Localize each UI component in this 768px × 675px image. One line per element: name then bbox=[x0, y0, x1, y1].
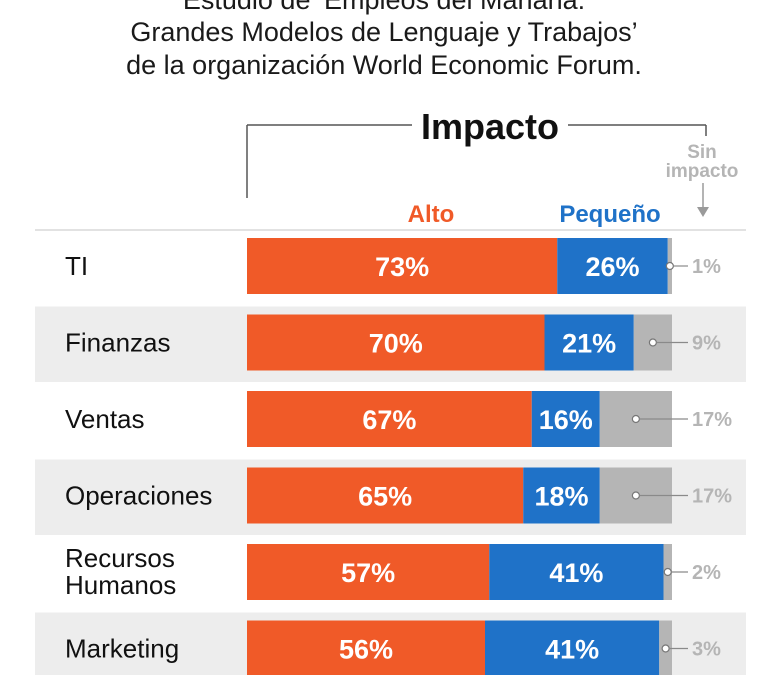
data-label-alto: 65% bbox=[358, 482, 412, 512]
chart-title-line-3: de la organización World Economic Forum. bbox=[126, 50, 642, 80]
category-label: Finanzas bbox=[65, 328, 171, 358]
callout-dot bbox=[648, 338, 657, 347]
data-label-pequeno: 41% bbox=[545, 635, 599, 665]
data-label-pequeno: 21% bbox=[562, 329, 616, 359]
category-label: Ventas bbox=[65, 404, 145, 434]
data-label-alto: 56% bbox=[339, 635, 393, 665]
bar-segment-alto bbox=[247, 391, 532, 447]
series-header-alto: Alto bbox=[408, 201, 455, 228]
callout-dot bbox=[631, 414, 640, 424]
bar-segment-pequeno bbox=[557, 238, 668, 294]
bar-segment-alto bbox=[247, 620, 485, 675]
data-label-pequeno: 16% bbox=[539, 405, 593, 435]
category-label-line-2: Humanos bbox=[65, 570, 176, 600]
chart-title-line-2: Grandes Modelos de Lenguaje y Trabajos’ bbox=[130, 17, 638, 47]
data-label-pequeno: 26% bbox=[585, 252, 639, 282]
category-label: TI bbox=[65, 251, 88, 281]
series-header-sin-impacto-line-2: impacto bbox=[666, 161, 739, 182]
sin-impacto-arrow-down-icon bbox=[697, 207, 709, 217]
bar-segment-alto bbox=[247, 314, 545, 371]
data-label-pequeno: 18% bbox=[534, 482, 588, 512]
callout-dot bbox=[665, 261, 674, 271]
chart-title-line-1: Estudio de ‘Empleos del Mañana: bbox=[182, 0, 586, 15]
callout-dot bbox=[663, 567, 672, 577]
data-label-sin-impacto: 3% bbox=[692, 639, 721, 661]
callout-dot bbox=[661, 644, 670, 653]
category-label-line-1: Recursos bbox=[65, 543, 175, 573]
bar-segment-alto bbox=[247, 467, 524, 524]
bar-segment-pequeno bbox=[531, 391, 600, 447]
impacto-group-title: Impacto bbox=[421, 106, 559, 147]
bar-segment-pequeno bbox=[489, 544, 664, 600]
data-label-sin-impacto: 17% bbox=[692, 486, 732, 508]
data-label-sin-impacto: 2% bbox=[692, 562, 721, 584]
category-label: Marketing bbox=[65, 634, 179, 664]
bar-segment-alto bbox=[247, 238, 558, 294]
callout-dot bbox=[631, 491, 640, 500]
series-header-sin-impacto-line-1: Sin bbox=[687, 142, 717, 163]
bar-segment-pequeno bbox=[485, 620, 660, 675]
data-label-alto: 57% bbox=[341, 558, 395, 588]
category-label: Operaciones bbox=[65, 481, 212, 511]
bar-segment-alto bbox=[247, 544, 490, 600]
series-header-pequeno: Pequeño bbox=[559, 201, 660, 228]
bar-segment-pequeno bbox=[523, 467, 600, 524]
data-label-alto: 67% bbox=[362, 405, 416, 435]
bar-segment-pequeno bbox=[544, 314, 634, 371]
data-label-sin-impacto: 17% bbox=[692, 409, 732, 431]
data-label-sin-impacto: 9% bbox=[692, 333, 721, 355]
data-label-alto: 73% bbox=[375, 252, 429, 282]
data-label-sin-impacto: 1% bbox=[692, 256, 721, 278]
data-label-pequeno: 41% bbox=[549, 558, 603, 588]
data-label-alto: 70% bbox=[369, 329, 423, 359]
